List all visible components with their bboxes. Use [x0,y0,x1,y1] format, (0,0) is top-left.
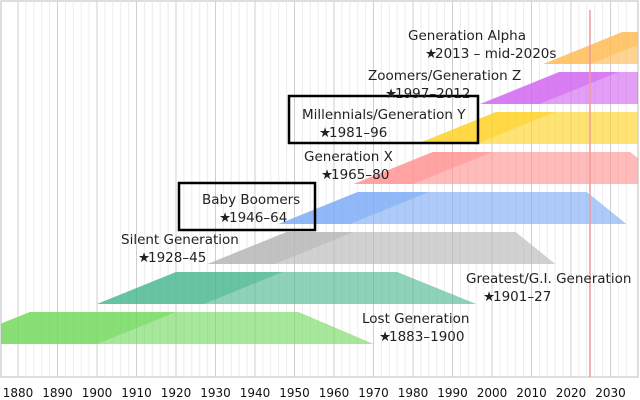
generation-name: Lost Generation [362,311,469,327]
band-birth-cohort [1,312,176,344]
x-tick-label: 1940 [240,386,271,400]
x-tick-label: 1950 [279,386,310,400]
band-birth-cohort [416,112,556,144]
generation-name: Zoomers/Generation Z [368,68,521,84]
x-tick-label: 1880 [3,386,34,400]
band-6 [416,112,638,144]
band-birth-cohort [97,272,283,304]
band-1 [1,312,374,344]
x-tick-label: 1980 [398,386,429,400]
x-tick-label: 1990 [437,386,468,400]
x-tick-label: 1930 [200,386,231,400]
generation-name: Generation X [304,149,393,165]
generation-name: Baby Boomers [202,192,300,208]
star-icon: ★ [379,329,391,345]
star-icon: ★ [138,250,150,266]
label-7: Zoomers/Generation Z ★1997–2012 [368,68,521,102]
generation-name: Millennials/Generation Y [302,107,466,123]
x-axis-ticks: 1880 1890 1900 1910 1920 1930 1940 1950 1960 1970… [3,386,626,400]
generation-name: Silent Generation [121,232,239,248]
star-icon: ★ [385,86,397,102]
x-tick-label: 1900 [82,386,113,400]
star-icon: ★ [425,46,437,62]
star-icon: ★ [219,210,231,226]
x-tick-label: 1970 [358,386,389,400]
star-icon: ★ [321,167,333,183]
label-4: Baby Boomers ★1946–64 [177,181,317,232]
band-birth-cohort [353,152,492,184]
band-birth-cohort [207,232,354,264]
band-3 [207,232,556,264]
x-tick-label: 2000 [477,386,508,400]
star-icon: ★ [319,125,331,141]
generation-range: 1981–96 [329,125,387,141]
label-1: Lost Generation ★1883–1900 [362,311,469,345]
band-7 [480,72,638,104]
generation-range: 1928–45 [148,250,206,266]
label-6: Millennials/Generation Y ★1981–96 [287,94,480,145]
generation-range: 1883–1900 [389,329,464,345]
band-birth-cohort [480,72,619,104]
x-tick-label: 1890 [42,386,73,400]
x-tick-label: 1920 [161,386,192,400]
label-2: Greatest/G.I. Generation ★1901–27 [466,271,631,305]
star-icon: ★ [483,289,495,305]
x-tick-label: 2010 [516,386,547,400]
x-tick-label: 1960 [319,386,350,400]
band-5 [353,152,638,184]
generation-bands [1,32,638,344]
band-2 [97,272,477,304]
highlight-box [287,94,480,145]
generation-range: 1965–80 [331,167,389,183]
highlight-box [177,181,317,232]
label-5: Generation X ★1965–80 [304,149,393,183]
generation-name: Generation Alpha [408,28,526,44]
label-3: Silent Generation ★1928–45 [121,232,239,266]
generation-range: 1946–64 [229,210,287,226]
x-tick-label: 2030 [595,386,626,400]
x-tick-label: 2020 [556,386,587,400]
generation-name: Greatest/G.I. Generation [466,271,631,287]
generation-range: 1997–2012 [395,86,470,102]
x-tick-label: 1910 [121,386,152,400]
generation-range: 2013 – mid-2020s [435,46,556,62]
generation-range: 1901–27 [493,289,551,305]
label-8: Generation Alpha ★2013 – mid-2020s [408,28,556,62]
